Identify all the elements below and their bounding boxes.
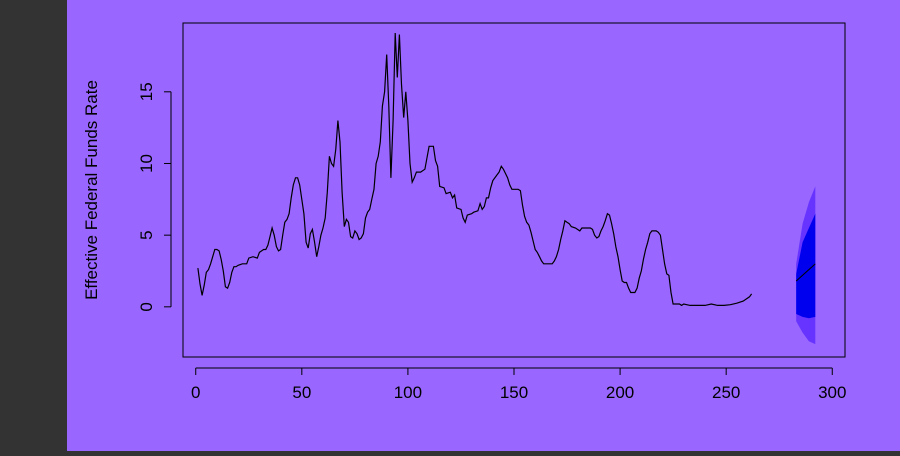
x-tick-label: 100: [394, 383, 422, 402]
y-tick-label: 0: [137, 302, 156, 311]
left-dark-margin: [0, 0, 67, 451]
x-tick-label: 250: [712, 383, 740, 402]
x-tick-label: 200: [606, 383, 634, 402]
series-line: [197, 32, 753, 307]
chart-svg: 0 50 100 150 200 250 300 0 5 10 15 Effective Fede…: [67, 0, 900, 451]
y-tick-label: 15: [137, 82, 156, 101]
y-axis-label: Effective Federal Funds Rate: [82, 80, 101, 300]
forecast-mean-line: [795, 263, 816, 282]
y-tick-label: 5: [137, 230, 156, 239]
plot-area: 0 50 100 150 200 250 300 0 5 10 15 Effective Fede…: [67, 0, 900, 451]
x-tick-label: 0: [191, 383, 200, 402]
y-tick-label: 10: [137, 154, 156, 173]
x-axis: 0 50 100 150 200 250 300: [191, 367, 846, 402]
forecast-inner-band: [796, 213, 816, 319]
x-tick-label: 150: [500, 383, 528, 402]
plot-background: [67, 0, 900, 451]
x-tick-label: 50: [292, 383, 311, 402]
x-tick-label: 300: [818, 383, 846, 402]
plot-frame: [182, 22, 846, 358]
y-axis: 0 5 10 15: [137, 82, 172, 312]
